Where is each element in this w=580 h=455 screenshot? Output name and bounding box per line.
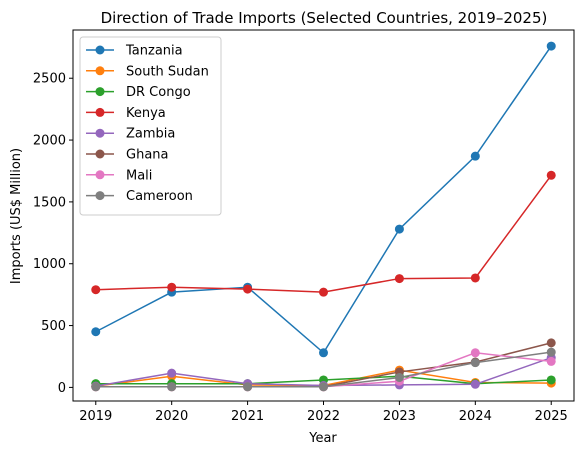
- legend-marker: [95, 128, 105, 138]
- legend-marker: [95, 170, 105, 180]
- legend-entry: Tanzania: [86, 44, 183, 59]
- data-point: [546, 347, 556, 357]
- data-point: [167, 382, 177, 392]
- data-point: [546, 375, 556, 385]
- legend-marker: [95, 87, 105, 97]
- y-tick-label: 500: [41, 319, 66, 334]
- data-point: [394, 373, 404, 383]
- x-tick-label: 2024: [459, 409, 492, 424]
- y-tick-label: 2500: [33, 72, 66, 87]
- data-point: [243, 382, 253, 392]
- legend-entry: Ghana: [86, 148, 169, 163]
- x-tick-label: 2021: [231, 409, 264, 424]
- data-point: [470, 151, 480, 161]
- data-point: [394, 224, 404, 234]
- data-point: [546, 356, 556, 366]
- data-point: [470, 379, 480, 389]
- data-point: [91, 285, 101, 295]
- axis-ticks: 2019 2020 2021 2022 2023 2024 2025 0 500 1000 1500…: [33, 72, 568, 424]
- data-point: [470, 348, 480, 358]
- y-tick-label: 2000: [33, 134, 66, 149]
- x-tick-label: 2022: [307, 409, 340, 424]
- chart-title: Direction of Trade Imports (Selected Cou…: [101, 9, 548, 27]
- series-cameroon: [91, 347, 556, 392]
- legend-entry: Mali: [86, 168, 152, 183]
- legend-marker: [95, 45, 105, 55]
- data-point: [91, 382, 101, 392]
- legend-entry: DR Congo: [86, 85, 191, 100]
- legend-marker: [95, 191, 105, 201]
- legend-marker: [95, 149, 105, 159]
- data-point: [319, 287, 328, 297]
- data-point: [167, 282, 177, 292]
- legend-label: Mali: [126, 168, 152, 183]
- data-point: [546, 338, 556, 348]
- y-tick-label: 1000: [33, 257, 66, 272]
- y-tick-label: 0: [58, 381, 66, 396]
- x-axis-title: Year: [308, 431, 337, 446]
- y-tick-label: 1500: [33, 195, 66, 210]
- x-tick-label: 2023: [383, 409, 416, 424]
- x-tick-label: 2025: [535, 409, 568, 424]
- x-tick-label: 2019: [79, 409, 112, 424]
- data-point: [243, 284, 253, 294]
- legend-label: Tanzania: [125, 44, 183, 59]
- data-point: [546, 41, 556, 51]
- legend-label: Kenya: [126, 106, 166, 121]
- series-kenya: [91, 170, 556, 297]
- legend-label: DR Congo: [126, 85, 191, 100]
- data-point: [394, 274, 404, 284]
- legend-entry: South Sudan: [86, 64, 209, 79]
- data-point: [167, 368, 177, 378]
- legend-label: South Sudan: [126, 64, 209, 79]
- legend-entry: Kenya: [86, 106, 166, 121]
- data-point: [91, 327, 101, 337]
- data-point: [319, 382, 328, 392]
- legend-marker: [95, 66, 105, 76]
- x-tick-label: 2020: [155, 409, 188, 424]
- data-point: [470, 358, 480, 368]
- data-point: [546, 170, 556, 180]
- legend-label: Cameroon: [126, 189, 193, 204]
- legend-label: Zambia: [126, 127, 175, 142]
- legend-marker: [95, 107, 105, 117]
- y-axis-title: Imports (US$ Million): [9, 148, 24, 284]
- legend: Tanzania South Sudan DR Congo Kenya Zambia Gh…: [79, 36, 222, 216]
- data-point: [470, 273, 480, 283]
- legend-entry: Zambia: [86, 127, 175, 142]
- data-point: [319, 348, 328, 358]
- series-layer: [91, 41, 556, 392]
- legend-entry: Cameroon: [86, 189, 193, 204]
- legend-frame: [79, 36, 222, 216]
- legend-label: Ghana: [126, 148, 169, 163]
